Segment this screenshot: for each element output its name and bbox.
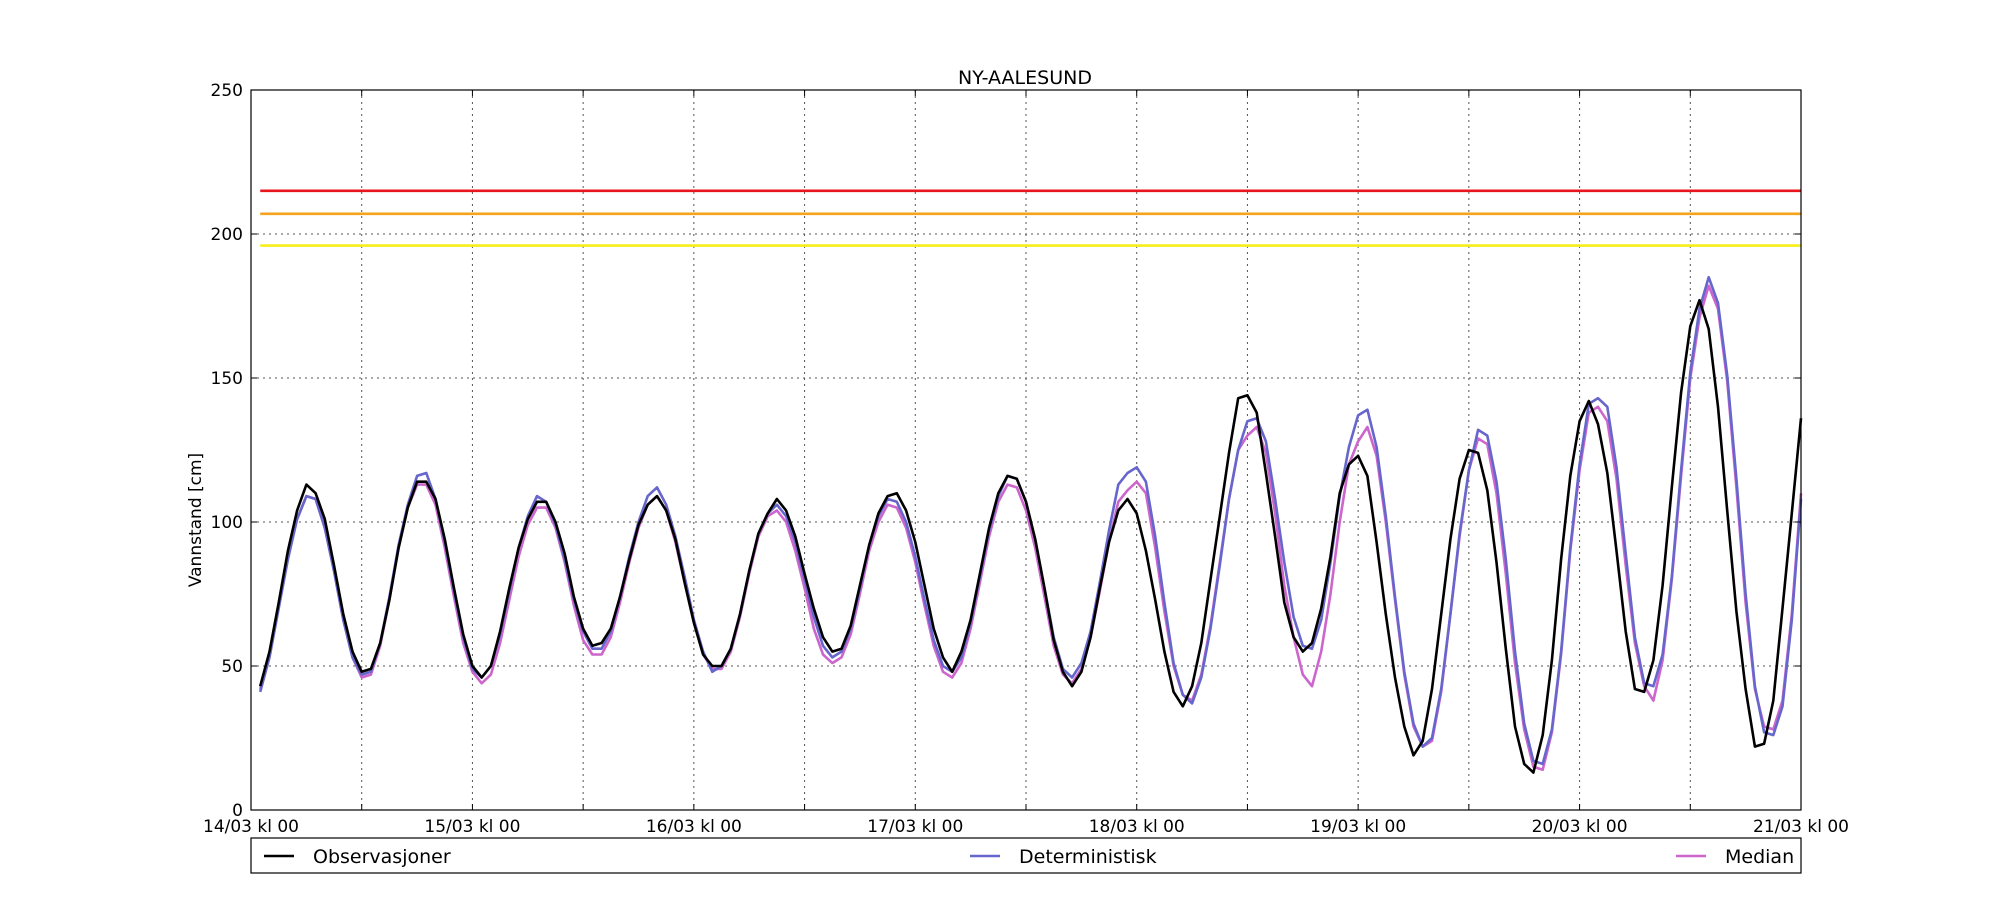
y-tick-label-1: 50 xyxy=(221,657,243,677)
y-axis-label: Vannstand [cm] xyxy=(186,453,206,587)
y-tick-label-3: 150 xyxy=(211,369,243,389)
x-tick-label-0: 14/03 kl 00 xyxy=(203,817,299,837)
x-tick-label-4: 18/03 kl 00 xyxy=(1089,817,1185,837)
x-tick-label-5: 19/03 kl 00 xyxy=(1310,817,1406,837)
y-tick-label-5: 250 xyxy=(211,81,243,101)
x-tick-label-6: 20/03 kl 00 xyxy=(1532,817,1628,837)
series-line-observasjoner xyxy=(258,298,1803,774)
chart-title: NY-AALESUND xyxy=(958,67,1092,89)
legend: Observasjoner Deterministisk Median xyxy=(250,837,1802,874)
x-tick-label-3: 17/03 kl 00 xyxy=(867,817,963,837)
y-tick-label-4: 200 xyxy=(211,225,243,245)
legend-label-deterministisk: Deterministisk xyxy=(1019,846,1157,868)
threshold-lines xyxy=(260,189,1801,247)
legend-label-median: Median xyxy=(1725,846,1794,868)
y-tick-label-2: 100 xyxy=(211,513,243,533)
series-line-median xyxy=(258,284,1803,772)
x-tick-label-1: 15/03 kl 00 xyxy=(424,817,520,837)
legend-frame xyxy=(250,837,1802,874)
legend-label-observasjoner: Observasjoner xyxy=(313,846,451,868)
x-tick-label-7: 21/03 kl 00 xyxy=(1753,817,1849,837)
x-tick-label-2: 16/03 kl 00 xyxy=(646,817,742,837)
series-lines xyxy=(258,275,1803,774)
grid-lines xyxy=(251,90,1801,810)
axis-ticks: 0 50 100 150 200 250 14/03 kl 00 15/03 kl 00 16/… xyxy=(203,81,1849,837)
y-tick-label-0: 0 xyxy=(232,801,243,821)
